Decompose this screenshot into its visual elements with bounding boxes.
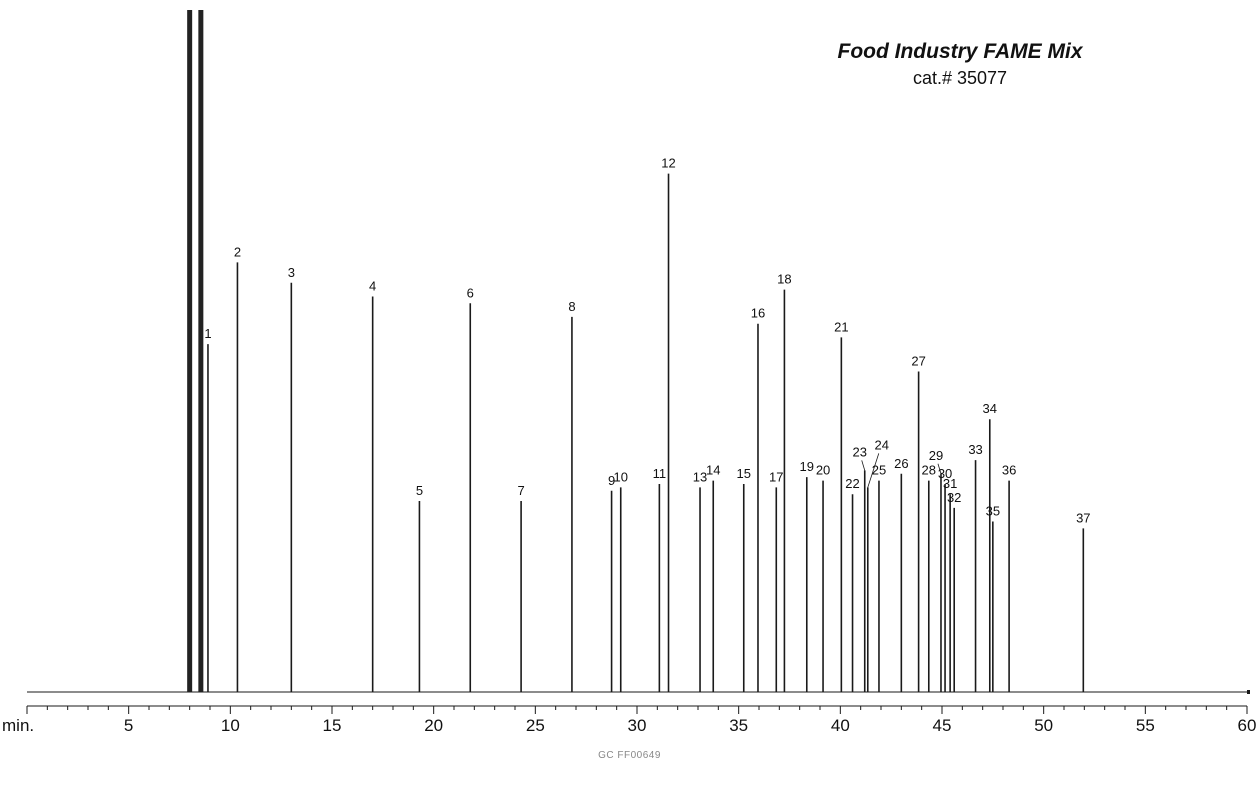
peak-label-18: 18	[777, 272, 791, 287]
solvent-peak	[187, 10, 193, 692]
x-tick-label: 40	[831, 716, 850, 735]
peak-label-27: 27	[911, 353, 925, 368]
peak-label-25: 25	[872, 463, 886, 478]
peak-label-20: 20	[816, 463, 830, 478]
peak-label-9: 9	[608, 473, 615, 488]
chart-title: Food Industry FAME Mix	[837, 40, 1083, 63]
peak-label-34: 34	[983, 401, 997, 416]
x-tick-label: 20	[424, 716, 443, 735]
x-tick-label: 10	[221, 716, 240, 735]
peak-leader-24	[867, 453, 880, 488]
peak-label-11: 11	[653, 466, 667, 481]
peak-label-3: 3	[288, 265, 295, 280]
chart-subtitle: cat.# 35077	[912, 68, 1008, 88]
peak-label-6: 6	[467, 285, 474, 300]
peak-label-7: 7	[517, 483, 524, 498]
peak-label-32: 32	[947, 490, 961, 505]
peak-label-37: 37	[1076, 510, 1090, 525]
x-tick-label: 50	[1034, 716, 1053, 735]
solvent-peak	[198, 10, 204, 692]
peak-label-26: 26	[894, 456, 908, 471]
peak-label-13: 13	[693, 469, 707, 484]
x-axis-label: min.	[2, 716, 34, 735]
x-axis: min. 5 10 15 20 25 30 35 40 45 50 55 60	[2, 705, 1257, 735]
peak-label-4: 4	[369, 278, 376, 293]
trace-layer	[27, 10, 1250, 694]
peak-label-8: 8	[568, 299, 575, 314]
peak-label-19: 19	[800, 459, 814, 474]
x-tick-label: 45	[933, 716, 952, 735]
peak-label-24: 24	[875, 437, 889, 452]
x-tick-label: 35	[729, 716, 748, 735]
document-code: GC FF00649	[598, 750, 661, 761]
peak-label-30: 30	[938, 466, 952, 481]
peak-label-10: 10	[613, 469, 627, 484]
peak-label-35: 35	[986, 504, 1000, 519]
peak-leader-29	[937, 463, 942, 474]
peak-label-28: 28	[922, 463, 936, 478]
peak-label-36: 36	[1002, 463, 1016, 478]
x-tick-label: 5	[124, 716, 133, 735]
peak-label-31: 31	[943, 476, 957, 491]
peak-label-29: 29	[929, 448, 943, 463]
x-tick-label: 15	[323, 716, 342, 735]
peak-label-33: 33	[968, 442, 982, 457]
peak-label-1: 1	[204, 326, 211, 341]
baseline-end-mark	[1247, 690, 1250, 694]
peak-label-22: 22	[845, 476, 859, 491]
peak-label-2: 2	[234, 244, 241, 259]
peak-leader-23	[861, 460, 866, 471]
peak-label-23: 23	[852, 444, 866, 459]
peak-label-21: 21	[834, 319, 848, 334]
x-tick-label: 60	[1238, 716, 1257, 735]
peak-label-14: 14	[706, 463, 720, 478]
peak-label-17: 17	[769, 469, 783, 484]
peak-label-15: 15	[737, 466, 751, 481]
x-tick-label: 55	[1136, 716, 1155, 735]
peak-label-16: 16	[751, 306, 765, 321]
x-tick-label: 25	[526, 716, 545, 735]
peak-label-5: 5	[416, 483, 423, 498]
peak-label-12: 12	[661, 156, 675, 171]
x-tick-label: 30	[628, 716, 647, 735]
